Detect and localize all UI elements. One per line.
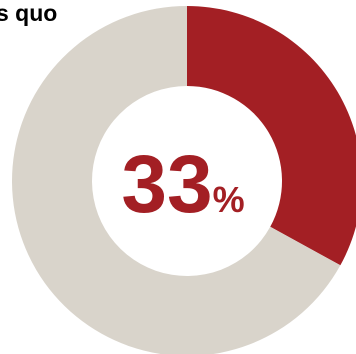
donut-slices (12, 6, 356, 354)
center-value-number: 33 (121, 139, 212, 230)
center-value-unit: % (213, 179, 245, 220)
donut-slice-highlight (187, 6, 356, 266)
donut-slice-remainder (12, 6, 341, 354)
center-value-label: 33% (121, 139, 244, 230)
cropped-heading-text: s quo (0, 0, 58, 26)
